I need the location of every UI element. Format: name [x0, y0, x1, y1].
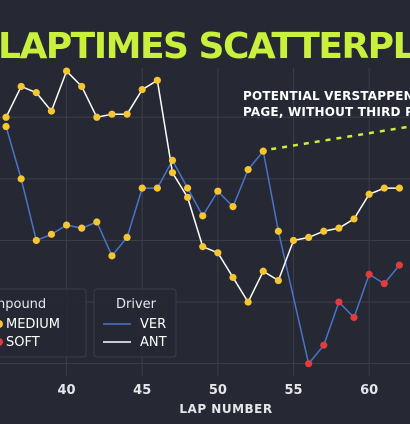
point-ant-lap-57	[320, 227, 328, 235]
point-ver-lap-57	[320, 341, 328, 349]
annotation-line-2: PAGE, WITHOUT THIRD PIT	[243, 105, 410, 119]
series-points	[2, 67, 404, 368]
point-ant-lap-58	[335, 224, 343, 232]
point-ant-lap-40	[62, 67, 71, 75]
point-ant-lap-61	[380, 184, 388, 192]
x-tick-label: 55	[284, 383, 302, 398]
legend-soft-label: SOFT	[6, 335, 40, 350]
x-axis-label: LAP NUMBER	[179, 402, 272, 416]
point-ant-lap-52	[244, 298, 252, 306]
point-ver-lap-52	[244, 166, 252, 174]
point-ver-lap-61	[380, 280, 388, 288]
point-ver-lap-44	[123, 233, 131, 241]
point-ant-lap-42	[93, 113, 101, 121]
point-ver-lap-46	[153, 184, 161, 192]
legend-driver-box	[93, 288, 177, 358]
point-ant-lap-39	[47, 107, 56, 115]
point-ver-lap-45	[138, 184, 146, 192]
legend-soft-marker	[0, 338, 3, 346]
point-ver-lap-51	[229, 203, 237, 211]
point-ant-lap-44	[123, 110, 131, 118]
chart-title: LAPTIMES SCATTERPLOT • R	[0, 26, 410, 67]
point-ver-lap-54	[274, 227, 282, 235]
legend-compound: npound MEDIUM SOFT	[0, 288, 87, 358]
point-ver-lap-53	[259, 147, 267, 155]
point-ant-lap-45	[138, 85, 146, 94]
point-ant-lap-47	[168, 169, 177, 177]
point-ant-lap-43	[108, 110, 116, 118]
point-ver-lap-42	[93, 218, 101, 226]
point-ant-lap-55	[289, 236, 298, 245]
legend-ant-label: ANT	[140, 335, 167, 350]
point-ver-lap-38	[32, 236, 40, 245]
point-ant-lap-53	[259, 267, 267, 275]
point-ver-lap-43	[108, 252, 116, 260]
legend-compound-box	[0, 288, 87, 358]
x-tick-label: 60	[360, 383, 378, 398]
point-ant-lap-56	[305, 233, 313, 241]
point-ant-lap-54	[274, 276, 282, 285]
point-ver-lap-56	[305, 360, 313, 368]
point-ant-lap-62	[395, 184, 404, 192]
point-ver-lap-37	[17, 175, 25, 183]
point-ver-lap-36	[2, 122, 10, 131]
point-ver-lap-59	[350, 313, 358, 322]
point-ant-lap-38	[32, 89, 40, 97]
point-ant-lap-49	[199, 243, 207, 251]
point-ver-lap-49	[199, 212, 207, 220]
point-ver-lap-47	[168, 156, 177, 164]
point-ant-lap-59	[350, 215, 358, 223]
x-tick-labels: 40 45 50 55 60	[58, 383, 379, 398]
legend-medium-marker	[0, 320, 3, 328]
point-ver-lap-39	[47, 230, 56, 238]
point-ant-lap-36	[2, 113, 10, 121]
point-ant-lap-51	[229, 273, 237, 282]
legend-medium-label: MEDIUM	[6, 317, 60, 332]
x-tick-label: 50	[209, 383, 227, 398]
point-ant-lap-46	[153, 76, 161, 84]
point-ver-lap-58	[335, 298, 343, 306]
projection-line	[271, 125, 410, 151]
point-ant-lap-50	[214, 249, 222, 257]
point-ver-lap-40	[62, 221, 71, 229]
legend-ver-label: VER	[140, 317, 166, 332]
point-ver-lap-50	[214, 187, 222, 195]
point-ver-lap-62	[395, 261, 404, 269]
point-ant-lap-48	[184, 193, 192, 201]
point-ver-lap-41	[78, 224, 86, 232]
annotation-line-1: POTENTIAL VERSTAPPEN'S	[243, 89, 410, 103]
point-ant-lap-60	[365, 190, 373, 198]
legend-driver-title: Driver	[116, 297, 157, 312]
x-tick-label: 45	[133, 383, 151, 398]
point-ant-lap-41	[78, 82, 86, 91]
point-ver-lap-48	[184, 184, 192, 192]
legend-driver: Driver VER ANT	[93, 288, 177, 358]
point-ver-lap-60	[365, 270, 373, 278]
point-ant-lap-37	[17, 82, 25, 91]
legend-compound-title: npound	[0, 297, 46, 312]
x-tick-label: 40	[58, 383, 76, 398]
